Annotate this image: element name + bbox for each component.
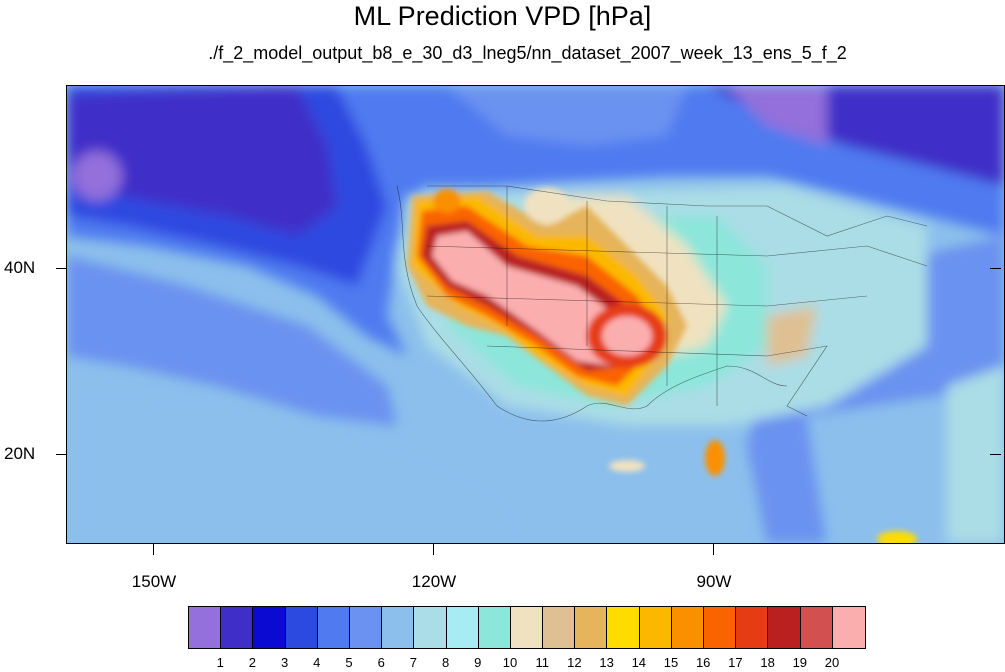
colorbar-box <box>607 607 640 648</box>
state-boundaries <box>396 185 928 422</box>
colorbar-label: 13 <box>599 655 614 670</box>
ytick-20n-left <box>56 454 67 455</box>
colorbar-label: 16 <box>695 655 711 670</box>
colorbar-label: 1 <box>216 655 224 670</box>
xtick-120w <box>433 543 434 555</box>
colorbar-box <box>704 607 737 648</box>
ylabel-20n: 20N <box>4 444 36 463</box>
xlabel-90w: 90W <box>696 572 732 591</box>
colorbar-label: 18 <box>760 655 775 670</box>
colorbar-box <box>736 607 769 648</box>
ytick-40n-left <box>56 268 67 269</box>
colorbar-box <box>575 607 608 648</box>
xtick-150w <box>153 543 154 555</box>
colorbar-box <box>832 607 865 648</box>
xlabel-120w: 120W <box>411 572 457 591</box>
colorbar-box <box>414 607 447 648</box>
xlabel-150w: 150W <box>131 572 177 591</box>
colorbar-label: 4 <box>313 655 321 670</box>
colorbar-label: 20 <box>824 655 840 670</box>
colorbar-box <box>800 607 833 648</box>
colorbar-box <box>671 607 704 648</box>
colorbar-label: 19 <box>792 655 808 670</box>
map-title: ML Prediction VPD [hPa] <box>353 1 652 31</box>
vpd-map <box>67 86 1004 543</box>
colorbar-box <box>285 607 318 648</box>
colorbar-box <box>221 607 254 648</box>
colorbar-label: 14 <box>631 655 647 670</box>
colorbar-box <box>189 607 222 648</box>
colorbar-label: 7 <box>409 655 417 670</box>
colorbar-label: 3 <box>280 655 289 670</box>
vpd-contour-field <box>67 86 1004 543</box>
colorbar-label: 2 <box>248 655 256 670</box>
colorbar-box <box>639 607 672 648</box>
colorbar-label: 15 <box>663 655 679 670</box>
colorbar-label: 17 <box>728 655 743 670</box>
colorbar-box <box>768 607 801 648</box>
ylabel-40n: 40N <box>4 258 36 277</box>
colorbar-label: 10 <box>502 655 518 670</box>
ytick-40n-right <box>990 268 1001 269</box>
colorbar-box <box>253 607 286 648</box>
map-subtitle: ./f_2_model_output_b8_e_30_d3_lneg5/nn_d… <box>208 43 847 63</box>
colorbar-label: 12 <box>567 655 582 670</box>
colorbar-label: 11 <box>535 655 549 670</box>
colorbar-box <box>510 607 544 648</box>
ytick-20n-right <box>990 454 1001 455</box>
colorbar-label: 5 <box>345 655 353 670</box>
colorbar-label: 9 <box>474 655 482 670</box>
colorbar-box <box>349 607 383 648</box>
colorbar-box <box>543 607 576 648</box>
colorbar-label: 8 <box>441 655 450 670</box>
colorbar-box <box>382 607 415 648</box>
xtick-90w <box>713 543 714 555</box>
colorbar-box <box>478 607 511 648</box>
colorbar-label: 6 <box>377 655 385 670</box>
colorbar-box <box>317 607 350 648</box>
colorbar <box>188 606 866 649</box>
colorbar-box <box>446 607 479 648</box>
